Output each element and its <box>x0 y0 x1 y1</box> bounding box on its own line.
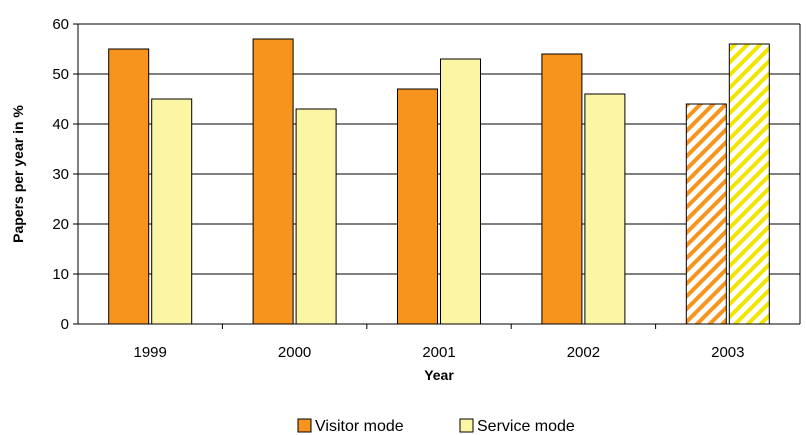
bar-service-mode-2002 <box>584 93 626 325</box>
legend-swatch-service-mode <box>459 418 474 433</box>
y-axis-title: Papers per year in % <box>10 105 26 243</box>
bar-service-mode-2000 <box>295 108 337 325</box>
bar-visitor-mode-2003 <box>685 103 727 325</box>
x-tick-label-2002: 2002 <box>567 344 600 361</box>
y-tick-label-50: 50 <box>52 66 69 83</box>
bar-service-mode-1999 <box>151 98 193 325</box>
gridlines <box>78 73 800 275</box>
bar-visitor-mode-2001 <box>397 88 438 325</box>
y-tick-label-0: 0 <box>61 316 69 333</box>
y-tick-label-30: 30 <box>52 166 69 183</box>
x-tick-label-1999: 1999 <box>134 344 167 361</box>
x-tick-label-2001: 2001 <box>422 344 455 361</box>
bar-service-mode-2003 <box>728 43 770 325</box>
x-tick-label-2003: 2003 <box>711 344 744 361</box>
labels: 0 10 20 30 40 50 60 1999 2000 2001 2002 2003 <box>52 16 744 361</box>
legend-label-visitor-mode: Visitor mode <box>315 418 404 435</box>
y-tick-label-60: 60 <box>52 16 69 33</box>
legend-swatch-visitor-mode <box>297 418 312 433</box>
legend: Visitor mode Service mode <box>297 418 575 435</box>
legend-label-service-mode: Service mode <box>477 418 575 435</box>
bar-service-mode-2001 <box>440 58 481 325</box>
bars <box>108 38 770 325</box>
bar-visitor-mode-2000 <box>252 38 294 325</box>
y-tick-label-20: 20 <box>52 216 69 233</box>
x-tick-label-2000: 2000 <box>278 344 311 361</box>
bar-visitor-mode-1999 <box>108 48 150 325</box>
bar-visitor-mode-2002 <box>541 53 583 325</box>
y-tick-label-10: 10 <box>52 266 69 283</box>
y-tick-label-40: 40 <box>52 116 69 133</box>
x-axis-title: Year <box>424 367 454 383</box>
